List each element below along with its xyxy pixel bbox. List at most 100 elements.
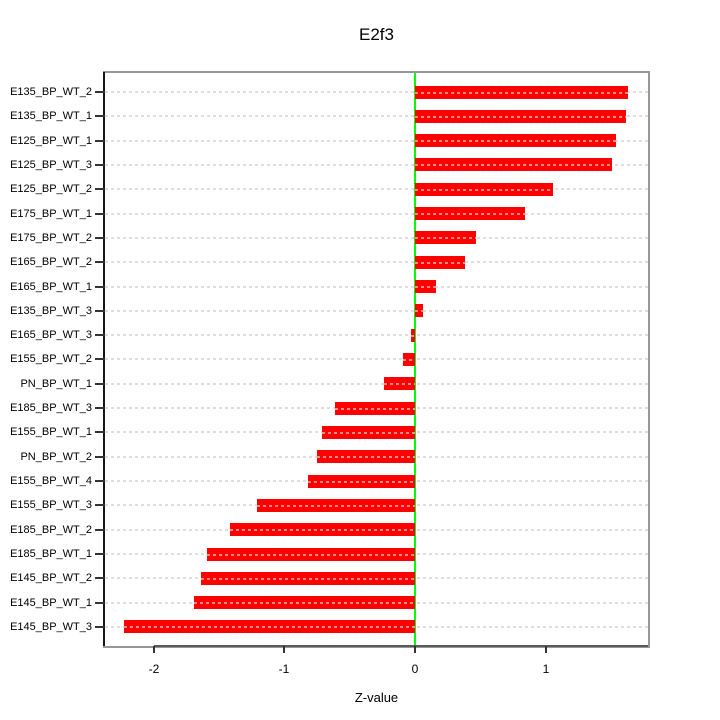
bar-grid-overlay bbox=[415, 115, 626, 118]
y-axis-tick-label: E185_BP_WT_2 bbox=[10, 524, 92, 536]
bar-grid-overlay bbox=[411, 334, 415, 337]
x-axis-tick bbox=[545, 646, 547, 653]
bar-grid-overlay bbox=[124, 625, 415, 628]
bar bbox=[415, 207, 525, 220]
bar bbox=[194, 596, 415, 609]
y-axis-tick-label: E135_BP_WT_2 bbox=[10, 86, 92, 98]
bar bbox=[308, 475, 415, 488]
bar bbox=[415, 183, 553, 196]
bar-grid-overlay bbox=[335, 407, 415, 410]
bar-grid-overlay bbox=[415, 309, 423, 312]
y-axis-tick bbox=[95, 188, 105, 190]
x-axis-tick-label: -1 bbox=[278, 662, 290, 676]
y-axis-tick bbox=[95, 164, 105, 166]
y-axis-tick-label: E185_BP_WT_3 bbox=[10, 402, 92, 414]
x-axis-tick-label: -2 bbox=[148, 662, 160, 676]
y-axis-tick-label: E185_BP_WT_1 bbox=[10, 548, 92, 560]
grid-line bbox=[105, 261, 648, 263]
bar-grid-overlay bbox=[403, 358, 415, 361]
bar-grid-overlay bbox=[317, 455, 415, 458]
y-axis-tick-label: E145_BP_WT_2 bbox=[10, 572, 92, 584]
grid-line bbox=[105, 286, 648, 288]
plot-area bbox=[103, 71, 650, 648]
y-axis-tick bbox=[95, 456, 105, 458]
bar bbox=[335, 402, 415, 415]
y-axis-tick-label: E175_BP_WT_1 bbox=[10, 208, 92, 220]
y-axis-tick bbox=[95, 480, 105, 482]
bar bbox=[230, 523, 415, 536]
y-axis-tick bbox=[95, 577, 105, 579]
bar bbox=[403, 353, 415, 366]
bar-grid-overlay bbox=[384, 382, 415, 385]
y-axis-tick-label: E165_BP_WT_3 bbox=[10, 329, 92, 341]
bar-grid-overlay bbox=[207, 553, 415, 556]
bar bbox=[415, 110, 626, 123]
y-axis-tick bbox=[95, 261, 105, 263]
y-axis-tick-label: E165_BP_WT_1 bbox=[10, 281, 92, 293]
y-axis-tick bbox=[95, 115, 105, 117]
bar bbox=[415, 158, 612, 171]
bar-grid-overlay bbox=[415, 236, 476, 239]
x-axis-line bbox=[154, 645, 648, 647]
y-axis-tick bbox=[95, 286, 105, 288]
y-axis-tick-label: E175_BP_WT_2 bbox=[10, 232, 92, 244]
bar-grid-overlay bbox=[415, 91, 628, 94]
y-axis-tick bbox=[95, 602, 105, 604]
y-axis-tick bbox=[95, 504, 105, 506]
grid-line bbox=[105, 334, 648, 336]
bar bbox=[415, 231, 476, 244]
x-axis-tick bbox=[283, 646, 285, 653]
zero-line bbox=[414, 73, 416, 646]
bar bbox=[207, 548, 415, 561]
bar-grid-overlay bbox=[415, 139, 616, 142]
bar bbox=[124, 620, 415, 633]
grid-line bbox=[105, 213, 648, 215]
x-axis-tick-label: 1 bbox=[542, 662, 550, 676]
y-axis-tick bbox=[95, 431, 105, 433]
bar bbox=[317, 450, 415, 463]
y-axis-tick bbox=[95, 310, 105, 312]
bar bbox=[415, 134, 616, 147]
y-axis-tick-label: E155_BP_WT_1 bbox=[10, 426, 92, 438]
y-axis-tick-label: PN_BP_WT_1 bbox=[20, 378, 92, 390]
grid-line bbox=[105, 358, 648, 360]
y-axis-tick bbox=[95, 529, 105, 531]
y-axis-tick-label: E125_BP_WT_1 bbox=[10, 135, 92, 147]
bar-grid-overlay bbox=[415, 188, 553, 191]
chart-title: E2f3 bbox=[359, 25, 394, 44]
bar bbox=[415, 280, 436, 293]
y-axis-tick-label: E155_BP_WT_2 bbox=[10, 353, 92, 365]
y-axis-tick bbox=[95, 383, 105, 385]
grid-line bbox=[105, 115, 648, 117]
bar bbox=[415, 86, 628, 99]
y-axis-tick bbox=[95, 91, 105, 93]
x-axis-tick bbox=[153, 646, 155, 653]
bar-grid-overlay bbox=[415, 285, 436, 288]
bar bbox=[411, 329, 415, 342]
y-axis-tick bbox=[95, 213, 105, 215]
y-axis-tick bbox=[95, 626, 105, 628]
grid-line bbox=[105, 383, 648, 385]
y-axis-tick bbox=[95, 334, 105, 336]
y-axis-tick-label: E135_BP_WT_3 bbox=[10, 305, 92, 317]
x-axis-tick-label: 0 bbox=[411, 662, 419, 676]
bar bbox=[415, 256, 465, 269]
y-axis-tick-label: E155_BP_WT_4 bbox=[10, 475, 92, 487]
y-axis-tick-label: PN_BP_WT_2 bbox=[20, 451, 92, 463]
bar-grid-overlay bbox=[308, 480, 415, 483]
y-axis-tick-label: E155_BP_WT_3 bbox=[10, 499, 92, 511]
bar bbox=[201, 572, 415, 585]
bar-grid-overlay bbox=[194, 601, 415, 604]
grid-line bbox=[105, 237, 648, 239]
y-axis-tick-label: E145_BP_WT_3 bbox=[10, 621, 92, 633]
y-axis-tick bbox=[95, 407, 105, 409]
y-axis-tick-label: E125_BP_WT_3 bbox=[10, 159, 92, 171]
y-axis-tick-label: E165_BP_WT_2 bbox=[10, 256, 92, 268]
y-axis-tick-label: E135_BP_WT_1 bbox=[10, 110, 92, 122]
x-axis-tick bbox=[414, 646, 416, 653]
grid-line bbox=[105, 188, 648, 190]
bar-grid-overlay bbox=[415, 261, 465, 264]
y-axis-tick bbox=[95, 358, 105, 360]
bar-grid-overlay bbox=[257, 504, 415, 507]
